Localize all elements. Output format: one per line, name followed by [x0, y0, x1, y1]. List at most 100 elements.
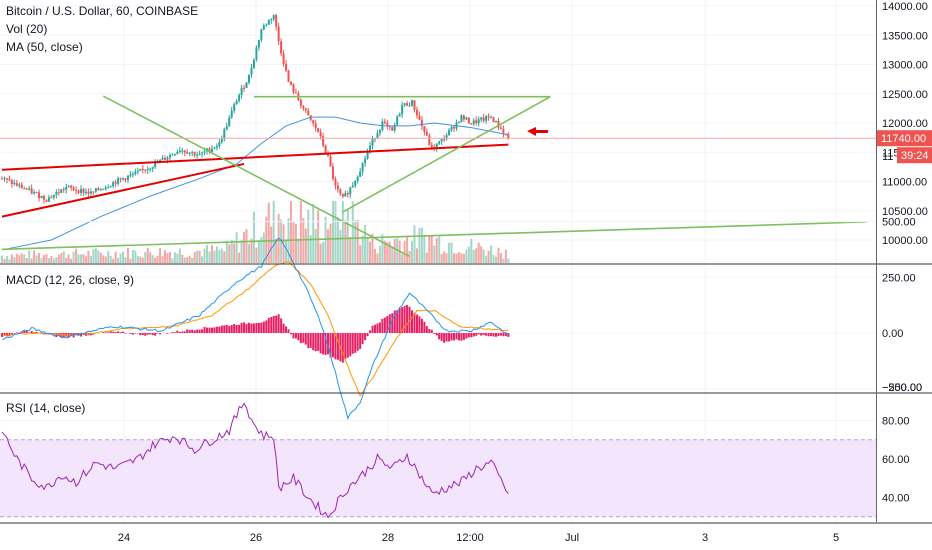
rsi-band: [0, 439, 876, 517]
candle-body: [181, 150, 184, 152]
volume-bar: [82, 254, 85, 263]
candle-body: [369, 145, 372, 153]
volume-bar: [346, 209, 349, 263]
macd-histogram-bar: [114, 331, 117, 333]
volume-bar: [366, 238, 369, 263]
macd-histogram-bar: [413, 312, 416, 333]
volume-bar: [238, 252, 241, 263]
candle-body: [8, 179, 11, 181]
volume-bar: [161, 256, 164, 263]
candle-body: [413, 100, 416, 110]
volume-bar: [52, 258, 55, 263]
candle-body: [497, 120, 500, 128]
trend-line[interactable]: [1, 143, 509, 171]
rsi-panel[interactable]: [0, 402, 876, 519]
volume-bar: [386, 242, 389, 263]
volume-bar: [403, 240, 406, 263]
volume-bar: [129, 258, 132, 263]
candle-body: [480, 117, 483, 120]
volume-bar: [262, 232, 265, 263]
macd-histogram-bar: [215, 326, 218, 333]
volume-bar: [38, 252, 41, 263]
macd-histogram-bar: [250, 323, 253, 333]
price-panel[interactable]: [0, 0, 876, 522]
macd-histogram-bar: [415, 314, 418, 333]
candle-body: [275, 15, 278, 27]
macd-histogram-bar: [480, 333, 483, 336]
macd-histogram-bar: [228, 325, 231, 333]
macd-histogram-bar: [378, 322, 381, 333]
price-axis-label: 11000.00: [882, 177, 927, 189]
macd-histogram-bar: [122, 331, 125, 333]
volume-bar: [119, 253, 122, 263]
macd-histogram-bar: [173, 332, 176, 333]
macd-histogram-bar: [398, 308, 401, 333]
candle-body: [477, 119, 480, 124]
macd-histogram-bar: [470, 333, 473, 338]
volume-bar: [109, 255, 112, 263]
candle-body: [87, 191, 90, 194]
volume-bar: [470, 238, 473, 263]
candle-body: [453, 126, 456, 129]
volume-bar: [144, 251, 147, 263]
macd-histogram-bar: [304, 333, 307, 345]
macd-histogram-bar: [262, 321, 265, 333]
trend-line[interactable]: [1, 221, 867, 251]
candle-body: [223, 129, 226, 140]
volume-bar: [309, 235, 312, 263]
candle-body: [438, 141, 441, 144]
volume-bar: [114, 251, 117, 263]
volume-bar: [393, 238, 396, 263]
price-axis[interactable]: 10000.00 10500.00 11000.00 11 500.00 12000.00…: [0, 0, 932, 524]
price-badge[interactable]: [877, 130, 932, 147]
volume-bar: [497, 247, 500, 263]
macd-histogram-bar: [171, 332, 174, 333]
macd-histogram-bar: [77, 333, 80, 336]
time-axis[interactable]: 24 26 28 12:00 Jul 3 5: [118, 532, 839, 544]
candle-body: [435, 143, 438, 149]
macd-histogram-bar: [393, 310, 396, 333]
volume-bar: [482, 249, 485, 263]
macd-histogram-bar: [124, 333, 127, 334]
volume-bar: [460, 253, 463, 263]
macd-histogram-bar: [423, 321, 426, 333]
candle-body: [65, 186, 68, 190]
candle-body: [366, 152, 369, 159]
volume-bar: [455, 253, 458, 263]
trend-line[interactable]: [342, 95, 551, 213]
candle-body: [324, 145, 327, 153]
macd-histogram-bar: [425, 326, 428, 333]
macd-histogram-bar: [206, 327, 209, 333]
candle-body: [331, 166, 334, 179]
candle-body: [198, 153, 201, 155]
macd-axis-label: −250.00: [882, 382, 922, 394]
macd-histogram-bar: [381, 318, 384, 333]
macd-panel[interactable]: [0, 221, 876, 445]
volume-bar: [438, 236, 441, 263]
macd-histogram-bar: [317, 333, 320, 351]
candle-body: [304, 108, 307, 111]
arrow-annotation[interactable]: [527, 127, 548, 136]
trend-line[interactable]: [102, 95, 410, 258]
volume-bar: [270, 226, 273, 263]
candle-body: [55, 192, 58, 195]
volume-bar: [275, 238, 278, 263]
volume-bar: [18, 255, 21, 263]
volume-bar: [334, 201, 337, 263]
trend-line[interactable]: [1, 162, 245, 218]
macd-histogram-bar: [472, 333, 475, 337]
volume-bar: [201, 256, 204, 263]
macd-histogram-bar: [420, 318, 423, 333]
volume-bar: [13, 257, 16, 263]
macd-histogram-bar: [391, 313, 394, 333]
candle-body: [351, 185, 354, 188]
macd-histogram-bar: [299, 333, 302, 344]
candle-body: [415, 109, 418, 116]
candle-body: [25, 188, 28, 190]
macd-histogram-bar: [287, 329, 290, 333]
macd-histogram-bar: [351, 333, 354, 354]
volume-bar: [265, 216, 268, 263]
macd-histogram-bar: [282, 323, 285, 333]
macd-histogram-bar: [490, 333, 493, 337]
